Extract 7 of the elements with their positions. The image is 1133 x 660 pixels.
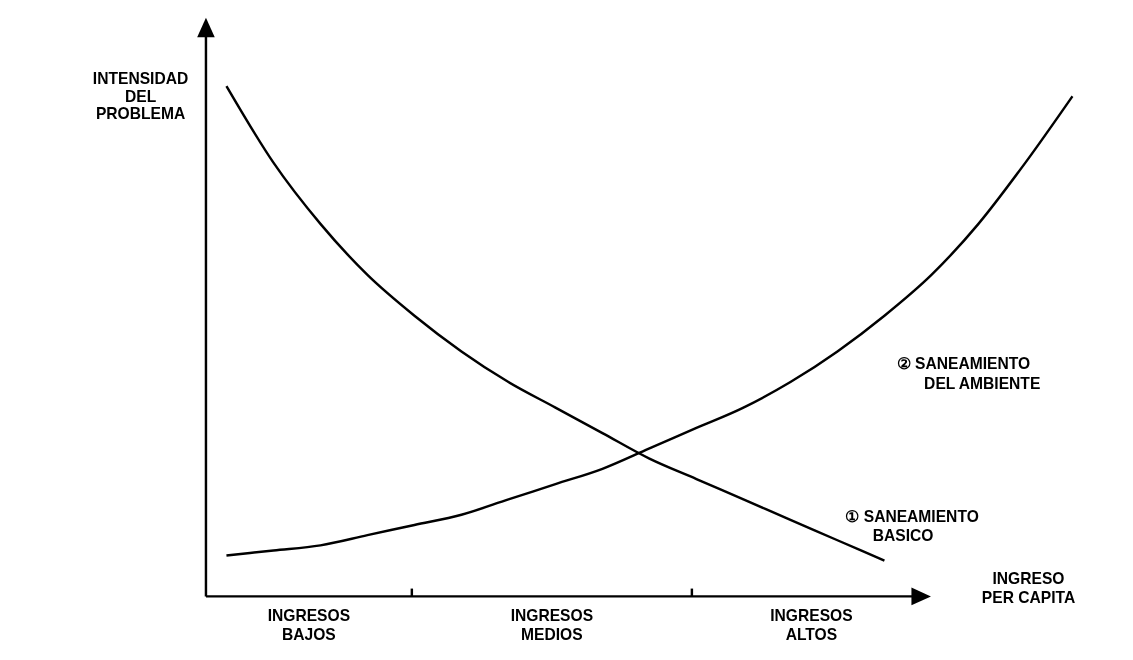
x-axis-title: INGRESO PER CAPITA xyxy=(981,569,1076,607)
y-axis-title: INTENSIDAD DEL PROBLEMA xyxy=(92,70,189,123)
text: INGRESOS BAJOS xyxy=(267,606,351,644)
text: INGRESOS MEDIOS xyxy=(510,606,594,644)
text: ② SANEAMIENTO DEL AMBIENTE xyxy=(896,355,1041,392)
text: INGRESOS ALTOS xyxy=(770,606,853,644)
series-label: ① SANEAMIENTO BASICO xyxy=(845,507,979,545)
